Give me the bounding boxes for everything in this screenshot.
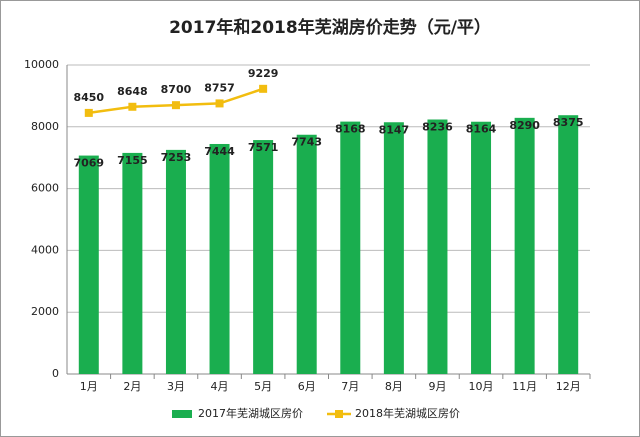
marker (84, 108, 93, 117)
data-label: 8450 (73, 91, 104, 104)
x-tick-label: 7月 (341, 380, 359, 393)
data-label: 8648 (117, 85, 148, 98)
data-label: 8164 (466, 123, 497, 136)
marker (171, 101, 180, 110)
x-tick-label: 12月 (556, 380, 581, 393)
x-tick-label: 5月 (254, 380, 272, 393)
legend-swatch (172, 410, 192, 418)
x-tick-label: 11月 (512, 380, 537, 393)
data-label: 8700 (161, 83, 192, 96)
data-label: 7069 (73, 157, 104, 170)
data-label: 7571 (248, 141, 279, 154)
bar (514, 117, 535, 375)
marker (128, 102, 137, 111)
legend-label: 2017年芜湖城区房价 (198, 406, 303, 420)
bar (340, 121, 361, 375)
x-tick-label: 6月 (298, 380, 316, 393)
y-tick-label: 4000 (31, 243, 59, 256)
bar (78, 155, 99, 374)
y-tick-label: 10000 (24, 58, 59, 71)
chart-title: 2017年和2018年芜湖房价走势（元/平） (169, 17, 491, 38)
data-label: 7444 (204, 145, 235, 158)
bar (209, 143, 230, 374)
data-label: 7253 (161, 151, 192, 164)
x-tick-label: 2月 (123, 380, 141, 393)
y-tick-label: 6000 (31, 182, 59, 195)
bar (253, 140, 274, 374)
x-tick-label: 9月 (428, 380, 446, 393)
marker (259, 84, 268, 93)
y-tick-label: 0 (52, 367, 59, 380)
legend-label: 2018年芜湖城区房价 (355, 406, 460, 420)
data-label: 9229 (248, 67, 279, 80)
data-label: 8236 (422, 121, 453, 134)
bar (558, 115, 579, 375)
data-label: 7155 (117, 154, 148, 167)
data-label: 7743 (291, 136, 322, 149)
bar (165, 149, 186, 374)
marker (215, 99, 224, 108)
bar (383, 122, 404, 375)
data-label: 8290 (509, 119, 540, 132)
bar (427, 119, 448, 374)
data-label: 8168 (335, 123, 366, 136)
x-tick-label: 3月 (167, 380, 185, 393)
y-tick-label: 8000 (31, 120, 59, 133)
x-tick-label: 4月 (211, 380, 229, 393)
x-tick-label: 1月 (80, 380, 98, 393)
bar (296, 134, 317, 374)
data-label: 8375 (553, 116, 584, 129)
data-label: 8147 (379, 123, 410, 136)
x-tick-label: 8月 (385, 380, 403, 393)
data-label: 8757 (204, 81, 235, 94)
legend-swatch (335, 410, 343, 418)
bar (471, 121, 492, 375)
y-tick-label: 2000 (31, 305, 59, 318)
bar (122, 152, 143, 374)
x-tick-label: 10月 (469, 380, 494, 393)
